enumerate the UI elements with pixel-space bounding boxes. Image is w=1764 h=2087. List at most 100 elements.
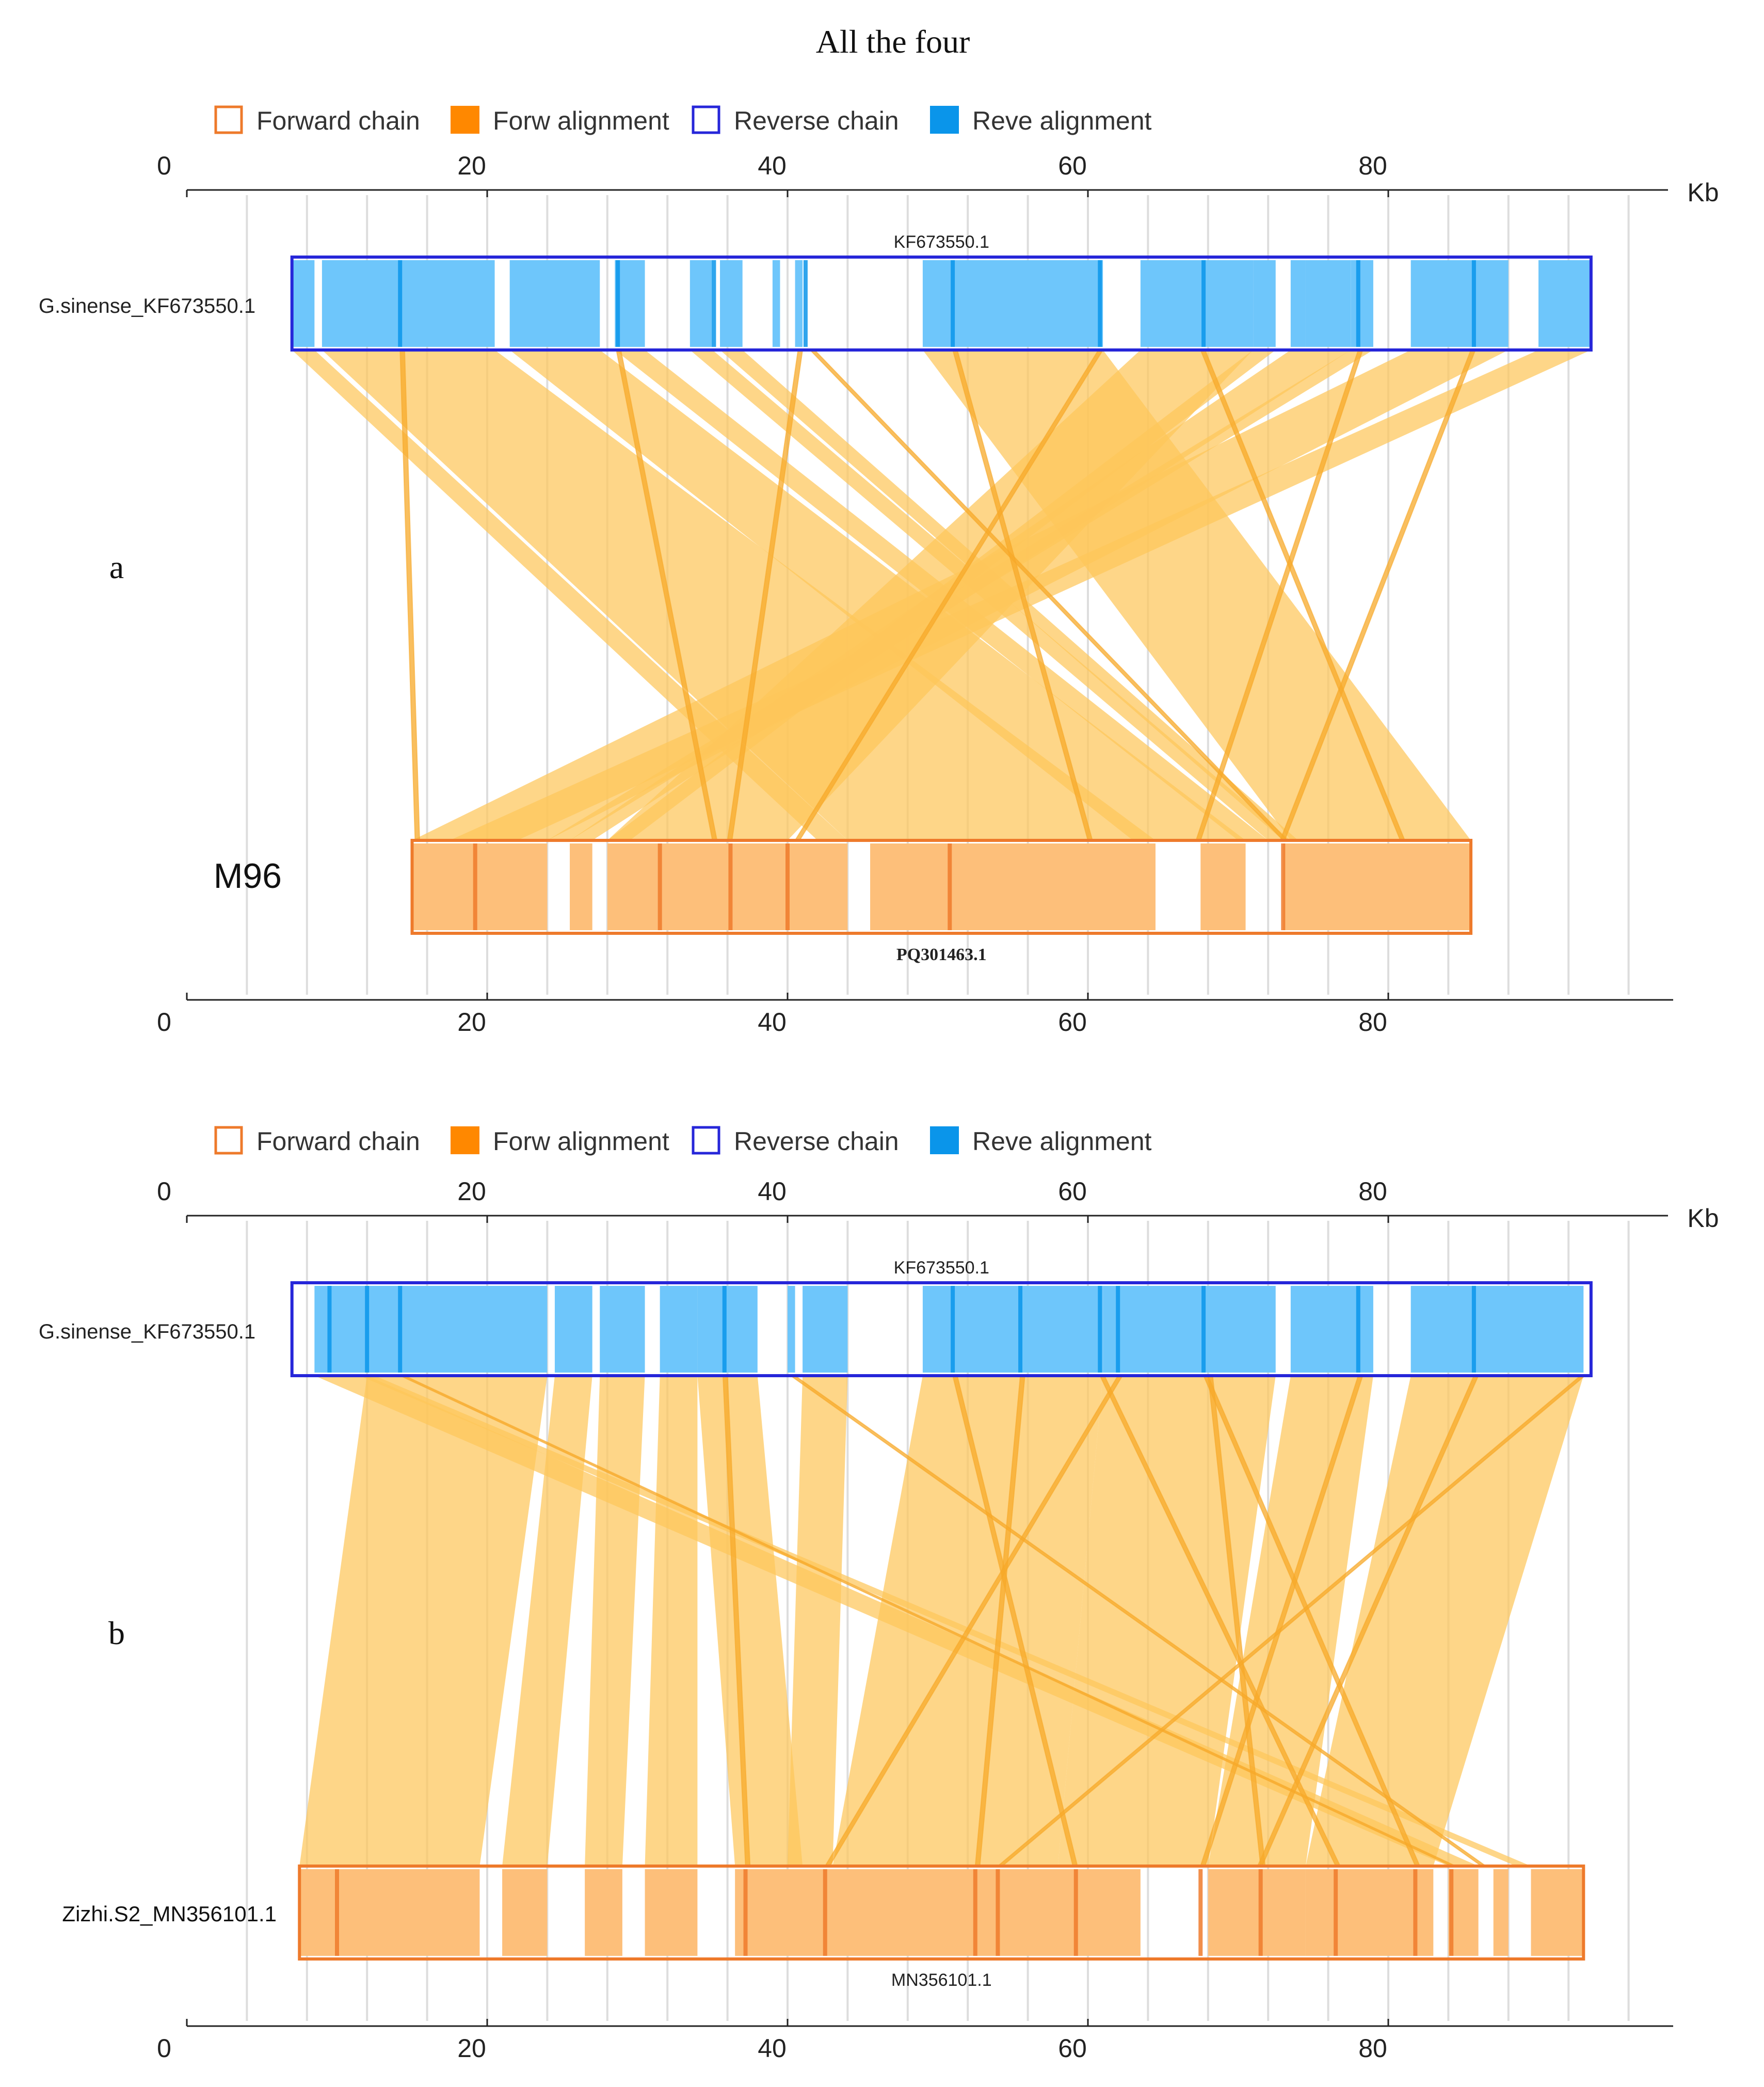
alignment-mark [1471,1286,1476,1373]
panel-a: Forward chain Forw alignment Reverse chain… [39,105,1719,1037]
alignment-block [788,843,848,930]
alignment-block [299,1869,480,1956]
legend-reverse-chain-label: Reverse chain [734,1127,899,1156]
alignment-block [509,260,600,347]
alignment-block [1493,1869,1509,1956]
alignment-mark [1098,1286,1102,1373]
alignment-block [554,1286,592,1373]
legend-reverse-chain: Reverse chain [692,1126,899,1156]
alignment-block [645,1869,698,1956]
chain-outline [298,1865,1585,1961]
alignment-block [720,260,743,347]
alignment-block [322,260,495,347]
top-genome: KF673550.1 G.sinense_KF673550.1 [39,1258,1593,1377]
alignment-block [1200,843,1246,930]
alignment-mark [803,260,808,347]
alignment-block [735,1869,1141,1956]
alignment-mark [743,1869,748,1956]
alignment-mark [1334,1869,1338,1956]
alignment-mark [365,1286,370,1373]
synteny-links [292,349,1591,841]
alignment-mark [1201,1286,1206,1373]
legend-reverse-chain-swatch [692,1126,720,1155]
axis-tick-label: 20 [457,2034,486,2063]
alignment-mark [951,1286,955,1373]
alignment-block [1290,1286,1373,1373]
legend-reve-alignment-label: Reve alignment [972,106,1152,135]
axis-zero-label: 0 [157,1177,171,1206]
synteny-link [322,350,1156,840]
axis-tick-label: 40 [758,1008,787,1037]
synteny-link [299,1376,548,1866]
alignment-mark [327,1286,332,1373]
legend-forw-alignment-label: Forw alignment [493,1127,669,1156]
alignment-mark [823,1869,827,1956]
alignment-block [1305,260,1351,347]
top-axis: 0 20 40 60 80 Kb [157,1177,1719,1233]
bottom-genome: PQ301463.1 M96 [214,839,1473,964]
axis-tick-label: 80 [1358,151,1387,180]
alignment-mark [722,1286,727,1373]
alignment-block [1253,260,1276,347]
axis-tick-label: 80 [1358,1008,1387,1037]
alignment-block [1283,843,1471,930]
alignment-mark [728,843,733,930]
legend-forward-chain-swatch [214,105,243,134]
alignment-block [607,843,788,930]
alignment-block [772,260,780,347]
alignment-mark [1098,260,1102,347]
figure-title: All the four [816,23,970,60]
alignment-block [1103,1286,1276,1373]
alignment-block [660,1286,698,1373]
axis-tick-label: 20 [457,151,486,180]
alignment-block [870,843,1156,930]
alignment-mark [785,843,790,930]
alignment-block [502,1869,548,1956]
axis-zero-label: 0 [157,151,171,180]
alignment-mark [1258,1869,1263,1956]
axis-unit-label: Kb [1687,178,1719,207]
alignment-mark [973,1869,977,1956]
alignment-block [1140,260,1254,347]
legend-reve-alignment: Reve alignment [930,106,1152,135]
panel-label: a [109,549,124,585]
accession-label: KF673550.1 [894,1258,989,1278]
alignment-mark [473,843,477,930]
legend: Forward chain Forw alignment Reverse chain… [214,105,1152,135]
alignment-block [1351,260,1373,347]
legend-reverse-chain-label: Reverse chain [734,106,899,135]
legend-reve-alignment: Reve alignment [930,1126,1152,1156]
alignment-mark [1471,260,1476,347]
alignment-block [570,843,592,930]
alignment-mark [1413,1869,1418,1956]
alignment-mark [1201,260,1206,347]
alignment-block [1208,1869,1306,1956]
legend: Forward chain Forw alignment Reverse chain… [214,1126,1152,1156]
alignment-mark [398,1286,403,1373]
axis-tick-label: 80 [1358,2034,1387,2063]
axis-unit-label: Kb [1687,1204,1719,1233]
legend-reve-alignment-swatch [930,1126,959,1154]
alignment-block [585,1869,622,1956]
axis-tick-label: 40 [758,151,787,180]
alignment-block [1290,260,1306,347]
bottom-genome: MN356101.1 Zizhi.S2_MN356101.1 [62,1865,1585,1990]
panel-b: Forward chain Forw alignment Reverse chain… [39,1126,1719,2063]
legend-forw-alignment-label: Forw alignment [493,106,669,135]
axis-tick-label: 60 [1058,1177,1087,1206]
alignment-mark [398,260,403,347]
axis-tick-label: 20 [457,1008,486,1037]
synteny-link [645,1376,698,1866]
synteny-link [1305,1376,1584,1866]
alignment-block [689,260,713,347]
alignment-block [600,1286,645,1373]
synteny-link [585,1376,645,1866]
alignment-block [788,1286,795,1373]
chain-outline [410,839,1473,935]
legend-forw-alignment-swatch [451,106,479,134]
alignment-mark [1116,1286,1120,1373]
alignment-mark [616,260,620,347]
top-axis: 0 20 40 60 80 Kb [157,151,1719,207]
accession-label: PQ301463.1 [896,945,987,964]
legend-forw-alignment: Forw alignment [451,1126,669,1156]
